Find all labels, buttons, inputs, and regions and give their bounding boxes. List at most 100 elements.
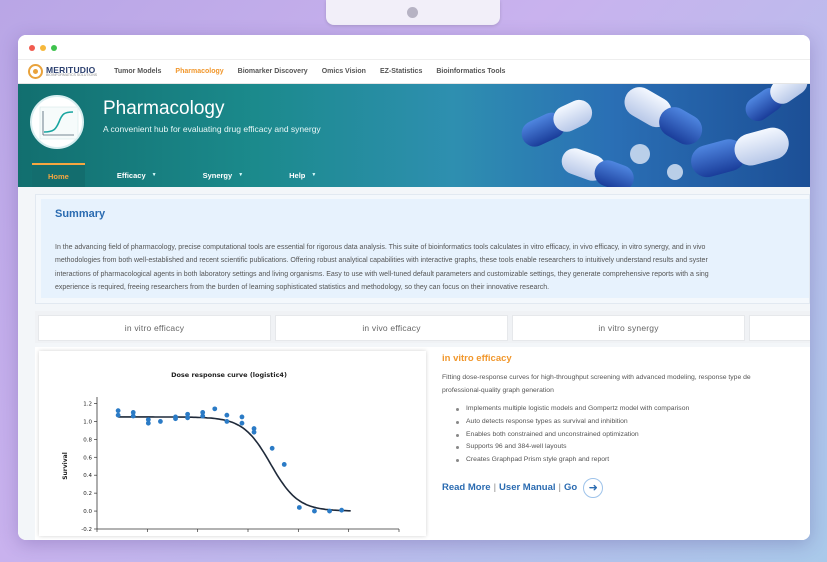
data-point [281, 462, 287, 467]
data-point [145, 417, 151, 423]
data-point [251, 429, 257, 435]
subnav-help-label: Help [289, 170, 306, 180]
data-point [224, 419, 230, 424]
maximize-window-button[interactable] [51, 45, 57, 51]
action-links: Read More | User Manual | Go ➜ [442, 477, 810, 498]
feature-item: Supports 96 and 384-well layouts [456, 441, 810, 454]
feature-item: Creates Graphpad Prism style graph and r… [456, 454, 810, 467]
data-point [173, 416, 178, 422]
subnav-synergy-label: Synergy [202, 170, 233, 180]
tab-in-vivo-synergy[interactable] [749, 315, 810, 341]
logo-name: MERITUDIO [46, 64, 96, 75]
page-subtitle: A convenient hub for evaluating drug eff… [103, 124, 321, 134]
capsules-image [521, 84, 808, 187]
summary-line: interactions of pharmacological agents i… [55, 270, 709, 278]
tab-in-vitro-synergy[interactable]: in vitro synergy [512, 315, 745, 341]
summary-line: In the advancing field of pharmacology, … [55, 244, 706, 251]
feature-item: Enables both constrained and unconstrain… [456, 429, 810, 442]
summary-line: experience is required, freeing research… [55, 283, 550, 291]
hero-banner: Pharmacology A convenient hub for evalua… [18, 84, 810, 187]
subnav-efficacy-label: Efficacy [116, 170, 146, 180]
data-point [327, 508, 332, 514]
window-titlebar [18, 35, 810, 59]
device-notch [326, 0, 500, 25]
chart-points [115, 406, 345, 514]
subnav-synergy[interactable]: Synergy ▼ [189, 163, 258, 187]
data-point [115, 412, 121, 418]
description-line: Fitting dose-response curves for high-th… [442, 374, 751, 381]
data-point [251, 426, 257, 431]
link-separator: | [493, 482, 497, 494]
chevron-down-icon: ▼ [311, 172, 317, 178]
summary-title: Summary [55, 208, 106, 220]
tool-tabs: in vitro efficacy in vivo efficacy in vi… [35, 311, 810, 343]
subnav-home[interactable]: Home [32, 163, 85, 187]
go-arrow-button[interactable]: ➜ [583, 477, 604, 498]
dose-response-chart: Dose response curve (logistic4) Survival… [39, 351, 426, 536]
y-tick-label: 1.2 [83, 401, 92, 407]
data-point [239, 414, 245, 420]
read-more-link[interactable]: Read More [442, 482, 491, 494]
nav-omics-vision[interactable]: Omics Vision [321, 68, 366, 75]
tool-title: in vitro efficacy [442, 353, 512, 364]
logo-tagline: BIOINFORMATICS SOLUTIONS [46, 73, 98, 77]
minimize-window-button[interactable] [40, 45, 46, 51]
nav-ez-statistics[interactable]: EZ-Statistics [379, 68, 423, 75]
data-point [158, 419, 163, 424]
top-navigation: MERITUDIO BIOINFORMATICS SOLUTIONS Tumor… [18, 59, 810, 84]
go-link[interactable]: Go [564, 482, 578, 494]
data-point [296, 505, 302, 510]
fitted-curve [118, 416, 351, 512]
description-line: professional-quality graph generation [442, 386, 554, 394]
tool-description: Fitting dose-response curves for high-th… [442, 372, 810, 397]
link-separator: | [558, 482, 562, 494]
tab-in-vitro-efficacy[interactable]: in vitro efficacy [38, 315, 271, 341]
chart-axes: 1.2 1.0 0.8 0.6 0.4 0.2 0.0 -0.2 [81, 397, 400, 533]
summary-card: Summary In the advancing field of pharma… [35, 194, 810, 304]
data-point [212, 406, 218, 412]
feature-list: Implements multiple logistic models and … [456, 403, 810, 467]
subnav-help[interactable]: Help ▼ [275, 163, 330, 187]
chart-curve [118, 416, 351, 512]
site-logo[interactable]: MERITUDIO BIOINFORMATICS SOLUTIONS [28, 64, 97, 79]
summary-text: In the advancing field of pharmacology, … [55, 241, 810, 294]
data-point [239, 420, 245, 426]
data-point [200, 413, 206, 419]
feature-item: Implements multiple logistic models and … [456, 403, 810, 416]
y-tick-label: 0.0 [83, 509, 92, 515]
data-point [312, 508, 317, 514]
tab-panel: Dose response curve (logistic4) Survival… [35, 347, 810, 540]
data-point [200, 410, 206, 415]
nav-bioinformatics-tools[interactable]: Bioinformatics Tools [436, 68, 506, 75]
data-point [224, 412, 230, 418]
data-point [269, 445, 275, 451]
tab-in-vivo-efficacy[interactable]: in vivo efficacy [275, 315, 508, 341]
nav-biomarker-discovery[interactable]: Biomarker Discovery [237, 68, 308, 75]
data-point [115, 408, 121, 414]
y-tick-label: 0.8 [83, 437, 92, 443]
y-tick-label: 0.4 [83, 473, 92, 479]
data-point [185, 411, 191, 417]
logo-icon [28, 64, 43, 79]
camera-dot [407, 7, 418, 18]
tool-info: in vitro efficacy Fitting dose-response … [442, 353, 810, 498]
main-content: Summary In the advancing field of pharma… [18, 187, 810, 540]
nav-pharmacology[interactable]: Pharmacology [175, 68, 224, 75]
dose-curve-icon [30, 95, 84, 149]
subnav-efficacy[interactable]: Efficacy ▼ [103, 163, 171, 187]
section-navigation: Home Efficacy ▼ Synergy ▼ Help ▼ [32, 163, 348, 187]
subnav-home-label: Home [48, 171, 69, 181]
user-manual-link[interactable]: User Manual [499, 482, 556, 494]
data-point [185, 415, 191, 421]
nav-tumor-models[interactable]: Tumor Models [114, 68, 162, 75]
data-point [130, 413, 136, 419]
chart-svg: Dose response curve (logistic4) Survival… [62, 371, 400, 533]
chevron-down-icon: ▼ [151, 172, 157, 178]
data-point [130, 410, 136, 415]
browser-window: MERITUDIO BIOINFORMATICS SOLUTIONS Tumor… [18, 35, 810, 540]
y-tick-label: -0.2 [81, 527, 92, 533]
close-window-button[interactable] [29, 45, 35, 51]
chevron-down-icon: ▼ [238, 172, 244, 178]
arrow-right-icon: ➜ [588, 482, 598, 495]
y-tick-label: 0.6 [83, 455, 92, 461]
